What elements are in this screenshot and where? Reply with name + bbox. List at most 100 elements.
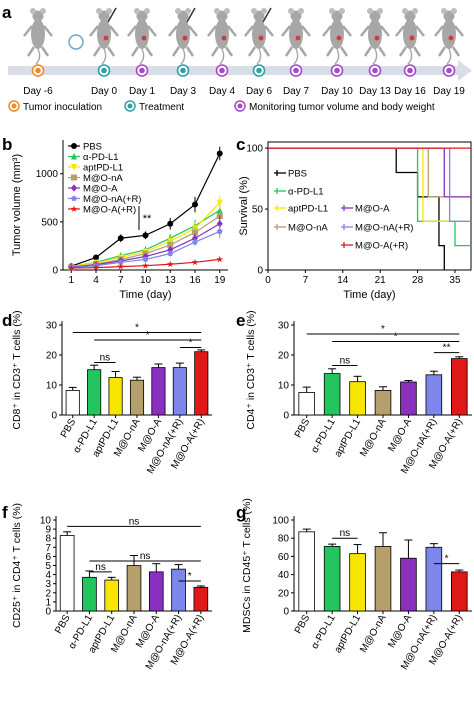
x-axis-label: Time (day) xyxy=(343,289,395,301)
x-tick-label: PBS xyxy=(293,417,313,440)
y-tick-label: 1000 xyxy=(36,169,59,180)
bar xyxy=(171,568,186,612)
mouse-ear xyxy=(451,8,457,14)
x-tick-label: 21 xyxy=(375,275,387,286)
x-tick-label: M@O-A xyxy=(386,417,414,454)
data-point xyxy=(67,264,75,271)
mouse-ear xyxy=(224,8,230,14)
tumor-spot xyxy=(448,35,454,41)
axis-frame xyxy=(267,141,472,271)
significance-label: ns xyxy=(340,356,351,367)
legend-marker-inner xyxy=(237,103,243,109)
x-tick-label: 14 xyxy=(337,275,349,286)
y-tick-label: 8 xyxy=(45,534,51,545)
y-axis-label: CD25⁺ in CD4⁺ T cells (%) xyxy=(11,503,23,628)
y-tick-label: 80 xyxy=(278,534,290,545)
y-tick-label: 2 xyxy=(45,588,51,599)
y-axis-label: MDSCs in CD45⁺ T cells (%) xyxy=(241,498,253,633)
bar xyxy=(59,535,75,612)
mouse-ear xyxy=(106,8,112,14)
timeline-day-label: Day 16 xyxy=(394,86,426,97)
panel-letter-d: d xyxy=(2,311,12,330)
timeline-day-label: Day 4 xyxy=(209,86,236,97)
mouse-tail xyxy=(293,48,299,65)
x-tick-label: 7 xyxy=(118,275,124,286)
data-point xyxy=(191,258,199,266)
mouse-head xyxy=(98,10,110,22)
significance-label: * xyxy=(188,571,192,582)
timeline-day-label: Day 7 xyxy=(283,86,310,97)
timeline-arrowhead xyxy=(458,60,472,81)
x-tick-label: 0 xyxy=(265,275,271,286)
mouse-body xyxy=(289,19,303,49)
mouse-limbs xyxy=(244,25,274,57)
bar xyxy=(374,545,392,612)
legend-marker xyxy=(71,164,77,171)
bar xyxy=(193,586,209,612)
y-tick-label: 10 xyxy=(278,381,290,392)
y-tick-label: 40 xyxy=(278,570,290,581)
mouse-limbs xyxy=(434,25,464,57)
y-tick-label: 0 xyxy=(283,411,289,422)
bar xyxy=(451,358,468,416)
timeline-node-inner xyxy=(372,67,378,74)
bar xyxy=(104,579,120,612)
y-tick-label: 4 xyxy=(45,570,51,581)
data-point xyxy=(142,262,149,269)
legend-label: M@O-nA(+R) xyxy=(83,194,141,205)
bar xyxy=(374,389,392,416)
data-point xyxy=(167,220,174,227)
mouse-ear xyxy=(261,8,267,14)
mouse-body xyxy=(31,19,45,49)
mouse-body xyxy=(215,19,229,49)
bar xyxy=(425,546,443,612)
timeline-bar xyxy=(8,66,460,75)
mouse-ear xyxy=(251,8,257,14)
y-tick-label: 100 xyxy=(246,144,263,155)
syringe xyxy=(186,7,196,23)
timeline-node-inner xyxy=(219,67,225,74)
bar xyxy=(349,553,366,612)
tumor-spot xyxy=(409,35,415,41)
y-axis-label: Survival (%) xyxy=(238,176,250,235)
tumor-spot xyxy=(295,35,301,41)
legend-label: M@O-A(+R) xyxy=(83,205,136,216)
mouse-ear xyxy=(339,8,345,14)
panel-g-mdsc: 0 20 40 60 80 100 MDSCs in CD45⁺ T cells (%) PB… xyxy=(241,498,472,672)
bar xyxy=(323,373,341,416)
mouse-ear xyxy=(377,8,383,14)
significance-label: ns xyxy=(140,551,151,562)
bar xyxy=(400,381,417,416)
legend-label: PBS xyxy=(83,142,102,153)
bar xyxy=(65,389,80,416)
panel-letter-c: c xyxy=(236,135,245,154)
x-tick-label: α-PD-L1 xyxy=(309,417,337,455)
mouse-tail xyxy=(101,48,107,65)
legend-label: PBS xyxy=(288,169,307,180)
timeline-node-inner xyxy=(101,67,107,74)
data-point xyxy=(192,201,198,208)
mouse-tail xyxy=(219,48,225,65)
data-point xyxy=(167,245,174,254)
legend-label: M@O-A xyxy=(83,184,118,195)
panel-b-tumor-volume: 1 4 7 10 13 16 19 0 500 1000 Time (day) Tumor volum… xyxy=(11,140,228,301)
mouse-ear xyxy=(288,8,294,14)
syringe xyxy=(107,7,117,23)
data-point xyxy=(192,229,198,236)
timeline-legend: Tumor inoculation Treatment Monitoring tum… xyxy=(8,100,435,113)
mouse-limbs xyxy=(127,25,157,57)
x-tick-label: α-PD-L1 xyxy=(309,613,337,651)
panel-letter-f: f xyxy=(2,503,8,522)
legend-label: M@O-nA xyxy=(83,173,123,184)
y-tick-label: 0 xyxy=(257,266,263,277)
y-tick-label: 60 xyxy=(278,552,290,563)
mouse-limbs xyxy=(360,25,390,57)
timeline-day-label: Day -6 xyxy=(23,86,53,97)
data-point xyxy=(216,199,223,207)
mouse-ear xyxy=(40,8,46,14)
data-point xyxy=(216,150,223,157)
data-point xyxy=(93,254,99,261)
panel-letter-e: e xyxy=(236,311,245,330)
timeline-node-inner xyxy=(139,67,145,74)
